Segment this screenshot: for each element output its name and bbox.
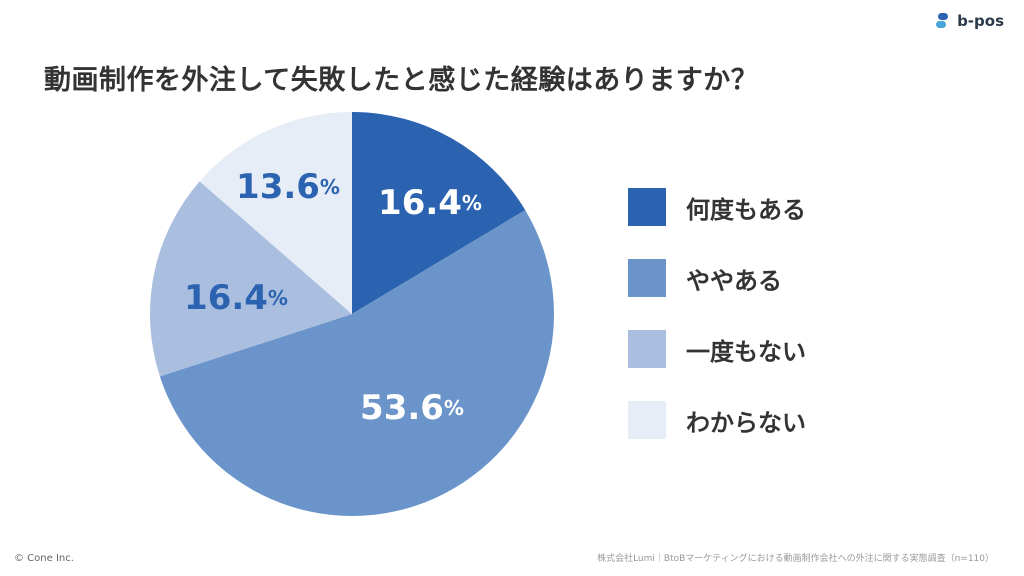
pie-label-value: 16.4 [184,278,268,318]
pie-label-1: 16.4% [378,183,482,223]
legend-item-1: 何度もある [628,187,806,227]
pie-slice-3 [150,181,352,377]
legend-label: 一度もない [686,337,806,366]
pie-label-value: 16.4 [378,183,462,223]
legend-swatch [628,401,666,439]
pie-label-4: 13.6% [236,167,340,207]
legend-swatch [628,330,666,368]
legend-item-4: わからない [628,400,806,440]
legend-item-3: 一度もない [628,329,806,369]
pie-label-value: 13.6 [236,167,320,207]
pie-label-unit: % [462,191,482,215]
brand-logo: b-pos [935,12,1004,30]
page-title: 動画制作を外注して失敗したと感じた経験はありますか？ [44,65,759,96]
pie-label-unit: % [444,396,464,420]
legend-label: 何度もある [686,195,806,224]
legend-label: ややある [686,266,782,295]
legend-swatch [628,259,666,297]
logo-top-shape [938,13,949,20]
legend-label: わからない [686,408,806,437]
pie-slice-4 [199,112,352,314]
pie-label-unit: % [320,175,340,199]
legend-item-2: ややある [628,258,806,298]
pie-slice-2 [159,210,554,516]
b-pos-logo-icon [936,13,949,28]
copyright: © Cone Inc. [14,553,74,564]
logo-bottom-shape [936,21,947,28]
brand-name: b-pos [957,12,1004,30]
pie-slice-1 [352,112,526,314]
pie-label-unit: % [268,286,288,310]
source-note: 株式会社Lumi｜BtoBマーケティングにおける動画制作会社への外注に関する実態… [597,554,994,564]
pie-label-value: 53.6 [360,388,444,428]
legend-swatch [628,188,666,226]
chart-legend: 何度もあるややある一度もないわからない [628,187,806,471]
pie-label-3: 16.4% [184,278,288,318]
pie-label-2: 53.6% [360,388,464,428]
